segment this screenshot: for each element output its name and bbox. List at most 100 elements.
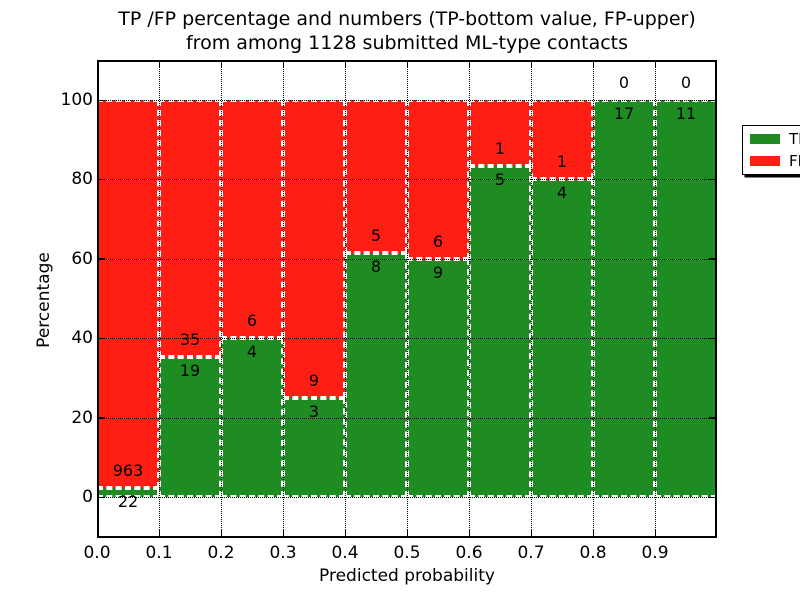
x-tick-mark-bottom xyxy=(530,530,532,536)
h-gridline xyxy=(97,338,717,340)
x-tick-label: 0.6 xyxy=(455,543,483,563)
v-gridline xyxy=(469,60,470,538)
fp-count-label: 0 xyxy=(680,73,692,92)
tp-count-label: 4 xyxy=(556,183,568,203)
bar-segment-tp xyxy=(345,252,407,497)
y-tick-mark-right xyxy=(709,99,715,101)
x-tick-mark-top xyxy=(220,62,222,68)
bar-segment-tp xyxy=(283,397,345,497)
x-tick-mark-top xyxy=(592,62,594,68)
x-tick-label: 0.5 xyxy=(393,543,421,563)
legend-item: TP xyxy=(750,130,800,148)
x-tick-mark-top xyxy=(406,62,408,68)
x-axis-label: Predicted probability xyxy=(319,566,495,586)
fp-count-label: 35 xyxy=(179,330,201,350)
x-tick-label: 0.9 xyxy=(641,543,669,563)
bar-segment-tp xyxy=(407,258,469,497)
x-tick-mark-bottom xyxy=(468,530,470,536)
v-gridline xyxy=(221,60,222,538)
tp-count-label: 19 xyxy=(179,361,201,381)
tp-count-label: 17 xyxy=(613,104,635,123)
bar-segment-tp xyxy=(469,166,531,497)
chart-title-line1: TP /FP percentage and numbers (TP-bottom… xyxy=(118,8,696,30)
tp-count-label: 8 xyxy=(370,256,382,276)
y-tick-mark-left xyxy=(99,496,105,498)
x-tick-mark-top xyxy=(654,62,656,68)
fp-count-label: 5 xyxy=(370,225,382,245)
legend-label: TP xyxy=(789,130,800,148)
fp-count-label: 1 xyxy=(494,139,506,159)
v-gridline xyxy=(283,60,284,538)
y-tick-mark-left xyxy=(99,99,105,101)
bar-segment-tp xyxy=(159,357,221,497)
v-gridline xyxy=(655,60,656,538)
bar-segment-fp xyxy=(469,100,531,167)
x-tick-mark-bottom xyxy=(654,530,656,536)
h-gridline xyxy=(97,497,717,498)
y-tick-label: 60 xyxy=(71,248,93,269)
y-tick-mark-right xyxy=(709,417,715,419)
x-tick-mark-top xyxy=(158,62,160,68)
x-tick-label: 0.3 xyxy=(269,543,297,563)
bar-segment-fp xyxy=(531,100,593,180)
h-gridline xyxy=(97,179,717,181)
y-tick-mark-right xyxy=(709,178,715,181)
x-tick-label: 0.1 xyxy=(145,543,173,563)
x-tick-label: 0.4 xyxy=(331,543,359,563)
v-gridline xyxy=(593,60,594,538)
x-tick-mark-bottom xyxy=(406,530,408,536)
y-tick-label: 0 xyxy=(82,487,93,507)
x-tick-mark-bottom xyxy=(344,530,346,536)
y-tick-label: 40 xyxy=(71,328,93,349)
v-gridline xyxy=(345,60,346,538)
fp-count-label: 963 xyxy=(112,461,144,481)
x-tick-label: 0.0 xyxy=(83,543,111,563)
bar-segment-tp xyxy=(221,338,283,497)
x-tick-mark-bottom xyxy=(282,530,284,536)
legend-swatch-fp xyxy=(750,156,780,166)
h-gridline xyxy=(97,100,717,101)
x-tick-mark-top xyxy=(96,62,98,68)
fp-count-label: 1 xyxy=(556,152,568,172)
y-tick-mark-right xyxy=(709,258,715,260)
chart-title-line2: from among 1128 submitted ML-type contac… xyxy=(185,32,629,54)
bar-segment-fp xyxy=(345,100,407,253)
fp-count-label: 9 xyxy=(308,370,320,390)
y-tick-mark-right xyxy=(709,337,715,340)
x-tick-label: 0.7 xyxy=(517,543,545,563)
bar-segment-tp xyxy=(593,100,655,497)
v-gridline xyxy=(531,60,532,538)
legend-item: FP xyxy=(750,152,800,170)
tp-count-label: 4 xyxy=(246,342,258,362)
bar-segment-fp xyxy=(221,100,283,339)
y-tick-mark-left xyxy=(99,178,105,181)
y-tick-mark-left xyxy=(99,337,105,340)
bar-segment-fp xyxy=(283,100,345,398)
h-gridline xyxy=(97,417,717,419)
bar-segment-tp xyxy=(655,100,717,497)
y-tick-label: 20 xyxy=(71,407,93,428)
chart-title: TP /FP percentage and numbers (TP-bottom… xyxy=(97,7,717,55)
tp-count-label: 22 xyxy=(117,492,139,512)
tp-count-label: 9 xyxy=(432,262,444,282)
fp-count-label: 6 xyxy=(246,311,258,331)
legend-label: FP xyxy=(789,152,800,170)
v-gridline xyxy=(159,60,160,538)
fp-count-label: 0 xyxy=(618,73,630,92)
bar-segment-fp xyxy=(97,100,159,489)
h-gridline xyxy=(97,258,717,260)
bar-segment-fp xyxy=(159,100,221,358)
x-tick-label: 0.8 xyxy=(579,543,607,563)
x-tick-mark-bottom xyxy=(220,530,222,536)
tp-count-label: 11 xyxy=(675,104,697,123)
x-tick-mark-top xyxy=(468,62,470,68)
v-gridline xyxy=(407,60,408,538)
x-tick-mark-top xyxy=(282,62,284,68)
fp-count-label: 6 xyxy=(432,231,444,251)
y-tick-mark-left xyxy=(99,417,105,419)
x-tick-mark-top xyxy=(530,62,532,68)
legend-swatch-tp xyxy=(750,134,780,144)
x-tick-mark-bottom xyxy=(96,530,98,536)
